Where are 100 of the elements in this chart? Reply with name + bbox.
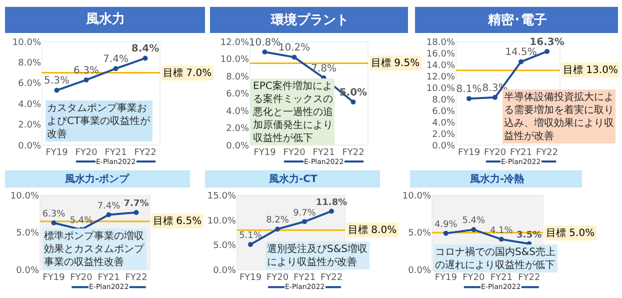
- ref-line-label: 目標 9.5%: [371, 57, 420, 69]
- x-tick-label: FY21: [293, 272, 316, 283]
- x-tick-label: FY20: [70, 272, 93, 283]
- annotation: 半導体設備投資拡大による需要増加を着実に取り込み、増収効果により収益性が改善: [504, 91, 614, 142]
- data-label: 8.1%: [456, 84, 482, 95]
- y-tick-label: 6.0%: [18, 79, 42, 90]
- x-tick-label: FY21: [490, 272, 512, 283]
- y-tick-label: 0.0%: [432, 141, 456, 152]
- x-tick-label: FY21: [104, 148, 127, 158]
- data-label: 5.1%: [239, 231, 262, 242]
- data-label: 7.8%: [311, 63, 336, 74]
- annotation: 標準ポンプ事業の増収効果とカスタムポンプ事業の収益性改善: [44, 230, 145, 268]
- x-tick-label: FY22: [536, 148, 558, 158]
- data-label: 8.2%: [266, 216, 290, 226]
- y-tick-label: 5.0%: [408, 228, 432, 239]
- point: [492, 94, 498, 100]
- y-tick-label: 4.0%: [432, 118, 456, 128]
- data-label: 7.7%: [124, 199, 149, 210]
- point: [51, 220, 56, 226]
- y-tick-label: 16.0%: [426, 49, 456, 60]
- point: [329, 208, 334, 214]
- annotation: 選別受注及びS&S増収により収益性が改善: [267, 243, 368, 268]
- y-tick-label: 2.0%: [432, 130, 456, 140]
- x-tick-label: FY21: [510, 148, 532, 158]
- chart-title: 精密･電子: [487, 12, 547, 28]
- ref-line-label: 目標 13.0%: [563, 64, 618, 76]
- y-tick-label: 0.0%: [18, 141, 42, 152]
- point: [292, 54, 297, 60]
- x-tick-label: FY19: [46, 148, 68, 158]
- data-label: 11.8%: [316, 198, 348, 208]
- x-tick-label: FY19: [458, 148, 480, 158]
- y-tick-label: 14.0%: [426, 60, 456, 71]
- y-tick-label: 12.0%: [220, 38, 250, 48]
- point: [466, 96, 472, 102]
- y-tick-label: 18.0%: [426, 38, 456, 48]
- y-tick-label: 10.0%: [12, 38, 42, 48]
- y-tick-label: 2.0%: [226, 124, 250, 134]
- ref-line-label: 目標 8.0%: [348, 224, 397, 236]
- y-tick-label: 8.0%: [432, 95, 456, 106]
- point: [106, 212, 112, 218]
- y-tick-label: 4.0%: [226, 106, 250, 117]
- x-tick-label: FY22: [125, 272, 148, 283]
- point: [54, 88, 60, 93]
- data-label: 4.9%: [434, 220, 458, 230]
- y-tick-label: 5.0%: [16, 228, 40, 239]
- x-tick-label: FY20: [75, 148, 98, 158]
- x-tick-label: FY22: [518, 272, 540, 283]
- y-tick-label: 10.0%: [10, 192, 40, 202]
- data-label: 5.3%: [44, 76, 70, 87]
- y-tick-label: 10.0%: [220, 55, 250, 66]
- data-label: 6.3%: [42, 210, 66, 220]
- x-tick-label: FY20: [462, 272, 485, 283]
- y-tick-label: 0.0%: [408, 266, 432, 276]
- y-tick-label: 12.0%: [426, 72, 456, 82]
- data-label: 9.7%: [293, 208, 316, 218]
- point: [302, 219, 307, 224]
- x-tick-label: FY21: [98, 272, 120, 283]
- ref-line-label: 目標 6.5%: [153, 215, 202, 227]
- x-tick-label: FY22: [134, 148, 156, 158]
- data-label: 10.2%: [278, 42, 310, 54]
- point: [350, 100, 356, 105]
- chart-title: 環境プラント: [270, 12, 349, 28]
- y-tick-label: 8.0%: [18, 58, 42, 69]
- y-tick-label: 6.0%: [432, 106, 456, 117]
- annotation: EPC案件増加による案件ミックスの悪化と一過性の追加原価発生により収益性が低下: [252, 80, 333, 144]
- data-label: 16.3%: [530, 36, 564, 48]
- y-tick-label: 0.0%: [213, 266, 236, 276]
- x-tick-label: FY20: [266, 272, 289, 283]
- point: [84, 77, 89, 82]
- data-label: 14.5%: [505, 47, 537, 58]
- x-tick-label: FY19: [42, 272, 66, 283]
- x-tick-label: FY22: [342, 148, 364, 158]
- x-tick-label: FY19: [239, 272, 262, 283]
- point: [142, 56, 148, 61]
- x-tick-label: FY21: [312, 148, 335, 158]
- chart-title: 風水力: [85, 12, 125, 27]
- y-tick-label: 8.0%: [226, 72, 250, 82]
- point: [544, 48, 550, 54]
- y-tick-label: 10.0%: [426, 84, 456, 94]
- y-tick-label: 5.0%: [213, 241, 236, 252]
- point: [518, 59, 524, 64]
- y-tick-label: 6.0%: [226, 90, 250, 100]
- annotation: コロナ禍での国内S&S売上の遅れにより収益性が低下: [435, 246, 556, 271]
- data-label: 7.4%: [97, 201, 121, 212]
- ref-line-label: 目標 5.0%: [546, 227, 595, 239]
- point: [498, 236, 504, 242]
- point: [275, 226, 280, 232]
- y-tick-label: 2.0%: [18, 120, 42, 131]
- point: [113, 66, 118, 72]
- data-label: 5.4%: [462, 216, 486, 226]
- y-tick-label: 0.0%: [16, 266, 40, 276]
- ref-line-label: 目標 7.0%: [163, 67, 212, 79]
- data-label: 3.5%: [516, 230, 542, 240]
- x-tick-label: FY19: [254, 148, 276, 158]
- y-tick-label: 4.0%: [18, 100, 42, 110]
- y-tick-label: 10.0%: [207, 216, 236, 226]
- data-label: 10.8%: [248, 37, 281, 48]
- x-tick-label: FY20: [484, 148, 506, 158]
- point: [471, 227, 476, 232]
- x-tick-label: FY19: [434, 272, 458, 283]
